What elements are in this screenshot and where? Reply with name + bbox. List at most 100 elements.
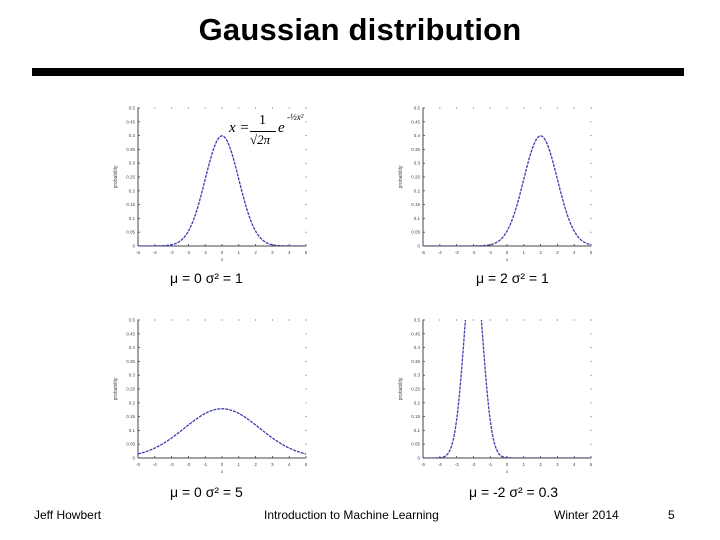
formula-root: √2π <box>250 132 271 147</box>
formula-fraction-bar <box>250 131 276 132</box>
x-tick-label: -4 <box>153 462 157 467</box>
right-frame-dot <box>305 107 307 109</box>
right-frame-dot <box>590 204 592 206</box>
top-frame-dot <box>271 107 273 109</box>
right-frame-dot <box>590 388 592 390</box>
caption-plot-1: μ = 0 σ² = 1 <box>170 270 243 286</box>
plot-mu2-var1: -5 -4 -3 -2 -1 0 1 2 3 4 5 0 0.05 0.1 0.15 0.2 0.25 0.3 0.… <box>398 106 593 263</box>
top-frame-dot <box>221 319 223 321</box>
title-divider <box>32 68 684 76</box>
y-tick-label: 0.1 <box>129 216 136 221</box>
plot-mu0-var1: -5 -4 -3 -2 -1 0 1 2 3 4 5 0 0.05 0.1 0.15 0.2 0.25 0.3 0.… <box>113 106 308 263</box>
top-frame-dot <box>439 107 441 109</box>
right-frame-dot <box>590 107 592 109</box>
top-frame-dot <box>489 107 491 109</box>
y-tick-label: 0.4 <box>414 133 421 138</box>
y-tick-label: 0 <box>417 244 420 249</box>
top-frame-dot <box>271 319 273 321</box>
right-frame-dot <box>305 457 307 459</box>
top-frame-dot <box>456 107 458 109</box>
right-frame-dot <box>305 231 307 233</box>
x-tick-label: -4 <box>438 462 442 467</box>
x-tick-label: -5 <box>136 462 140 467</box>
right-frame-dot <box>305 443 307 445</box>
x-tick-label: 2 <box>254 462 257 467</box>
x-tick-label: 0 <box>506 462 509 467</box>
y-tick-label: 0.05 <box>126 442 135 447</box>
right-frame-dot <box>590 231 592 233</box>
top-frame-dot <box>472 319 474 321</box>
x-tick-label: -5 <box>421 250 425 255</box>
right-frame-dot <box>305 360 307 362</box>
x-tick-label: -4 <box>153 250 157 255</box>
x-tick-label: 3 <box>556 462 559 467</box>
page-number: 5 <box>668 508 675 522</box>
y-tick-label: 0.2 <box>129 400 136 405</box>
formula-exponent: -½x² <box>287 112 304 122</box>
x-tick-label: -3 <box>170 250 174 255</box>
top-frame-dot <box>204 319 206 321</box>
right-frame-dot <box>305 374 307 376</box>
y-axis-label: probability <box>398 377 404 400</box>
y-axis-label: probability <box>113 165 119 188</box>
x-tick-label: 0 <box>221 250 224 255</box>
y-tick-label: 0.45 <box>126 331 135 336</box>
x-tick-label: 4 <box>573 462 576 467</box>
x-tick-label: 1 <box>523 462 526 467</box>
x-tick-label: -2 <box>186 462 190 467</box>
formula-base: e <box>278 120 285 136</box>
x-tick-label: 5 <box>305 462 308 467</box>
y-tick-label: 0.2 <box>414 400 421 405</box>
y-tick-label: 0 <box>132 244 135 249</box>
x-axis-label: x <box>221 257 224 262</box>
x-tick-label: 5 <box>590 462 593 467</box>
y-tick-label: 0.15 <box>126 202 135 207</box>
top-frame-dot <box>288 319 290 321</box>
x-axis-label: x <box>506 257 509 262</box>
x-tick-label: 1 <box>238 462 241 467</box>
x-tick-label: 5 <box>305 250 308 255</box>
x-tick-label: 3 <box>556 250 559 255</box>
x-tick-label: -1 <box>203 462 207 467</box>
y-tick-label: 0.15 <box>126 414 135 419</box>
y-tick-label: 0.4 <box>414 345 421 350</box>
y-tick-label: 0.5 <box>129 318 136 323</box>
right-frame-dot <box>305 402 307 404</box>
x-tick-label: 3 <box>271 462 274 467</box>
y-tick-label: 0.2 <box>129 188 136 193</box>
x-tick-label: -1 <box>488 250 492 255</box>
x-tick-label: 4 <box>288 250 291 255</box>
x-tick-label: 0 <box>221 462 224 467</box>
y-tick-label: 0.25 <box>411 387 420 392</box>
right-frame-dot <box>590 148 592 150</box>
gaussian-curve <box>138 135 306 246</box>
top-frame-dot <box>221 107 223 109</box>
right-frame-dot <box>590 121 592 123</box>
y-tick-label: 0.3 <box>129 373 136 378</box>
y-tick-label: 0.05 <box>411 442 420 447</box>
y-tick-label: 0.1 <box>129 428 136 433</box>
right-frame-dot <box>590 443 592 445</box>
right-frame-dot <box>305 148 307 150</box>
top-frame-dot <box>523 319 525 321</box>
x-tick-label: -5 <box>136 250 140 255</box>
y-tick-label: 0.35 <box>126 359 135 364</box>
top-frame-dot <box>506 107 508 109</box>
x-tick-label: 2 <box>539 462 542 467</box>
gaussian-curve <box>423 320 591 458</box>
y-tick-label: 0.3 <box>129 161 136 166</box>
top-frame-dot <box>171 107 173 109</box>
formula-numerator: 1 <box>259 113 266 128</box>
y-tick-label: 0.05 <box>126 230 135 235</box>
top-frame-dot <box>238 107 240 109</box>
y-tick-label: 0.35 <box>411 147 420 152</box>
footer-author: Jeff Howbert <box>34 508 102 522</box>
top-frame-dot <box>556 319 558 321</box>
top-frame-dot <box>573 107 575 109</box>
top-frame-dot <box>187 107 189 109</box>
caption-plot-4: μ = -2 σ² = 0.3 <box>469 484 559 500</box>
right-frame-dot <box>305 121 307 123</box>
y-tick-label: 0.05 <box>411 230 420 235</box>
x-tick-label: 1 <box>523 250 526 255</box>
top-frame-dot <box>288 107 290 109</box>
